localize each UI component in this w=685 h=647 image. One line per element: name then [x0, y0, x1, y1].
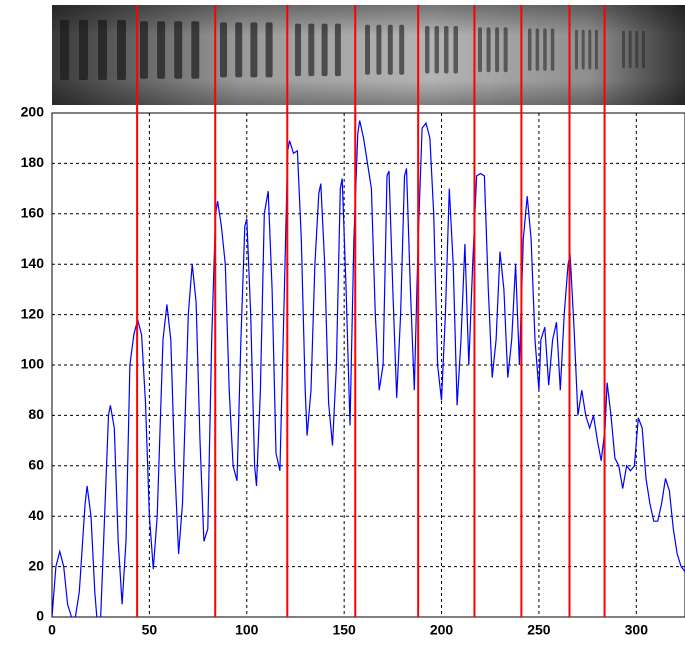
x-tick-label: 0	[48, 622, 56, 638]
x-tick-label: 200	[430, 622, 454, 638]
y-tick-label: 0	[36, 608, 44, 624]
strip-shade	[52, 5, 685, 105]
y-tick-label: 200	[21, 104, 45, 120]
y-tick-label: 40	[28, 507, 44, 523]
x-tick-label: 300	[625, 622, 649, 638]
x-tick-label: 100	[235, 622, 259, 638]
y-tick-label: 120	[21, 305, 45, 321]
y-tick-label: 100	[21, 356, 45, 372]
plot-area	[52, 113, 685, 617]
plot-border	[51, 112, 685, 618]
y-tick-label: 20	[28, 557, 44, 573]
y-tick-label: 140	[21, 255, 45, 271]
y-tick-label: 160	[21, 205, 45, 221]
x-tick-label: 250	[527, 622, 551, 638]
signal-line	[52, 120, 685, 617]
target-image	[52, 5, 685, 105]
y-tick-label: 60	[28, 457, 44, 473]
y-tick-label: 180	[21, 154, 45, 170]
x-tick-label: 50	[142, 622, 158, 638]
x-tick-label: 150	[332, 622, 356, 638]
y-tick-label: 80	[28, 406, 44, 422]
